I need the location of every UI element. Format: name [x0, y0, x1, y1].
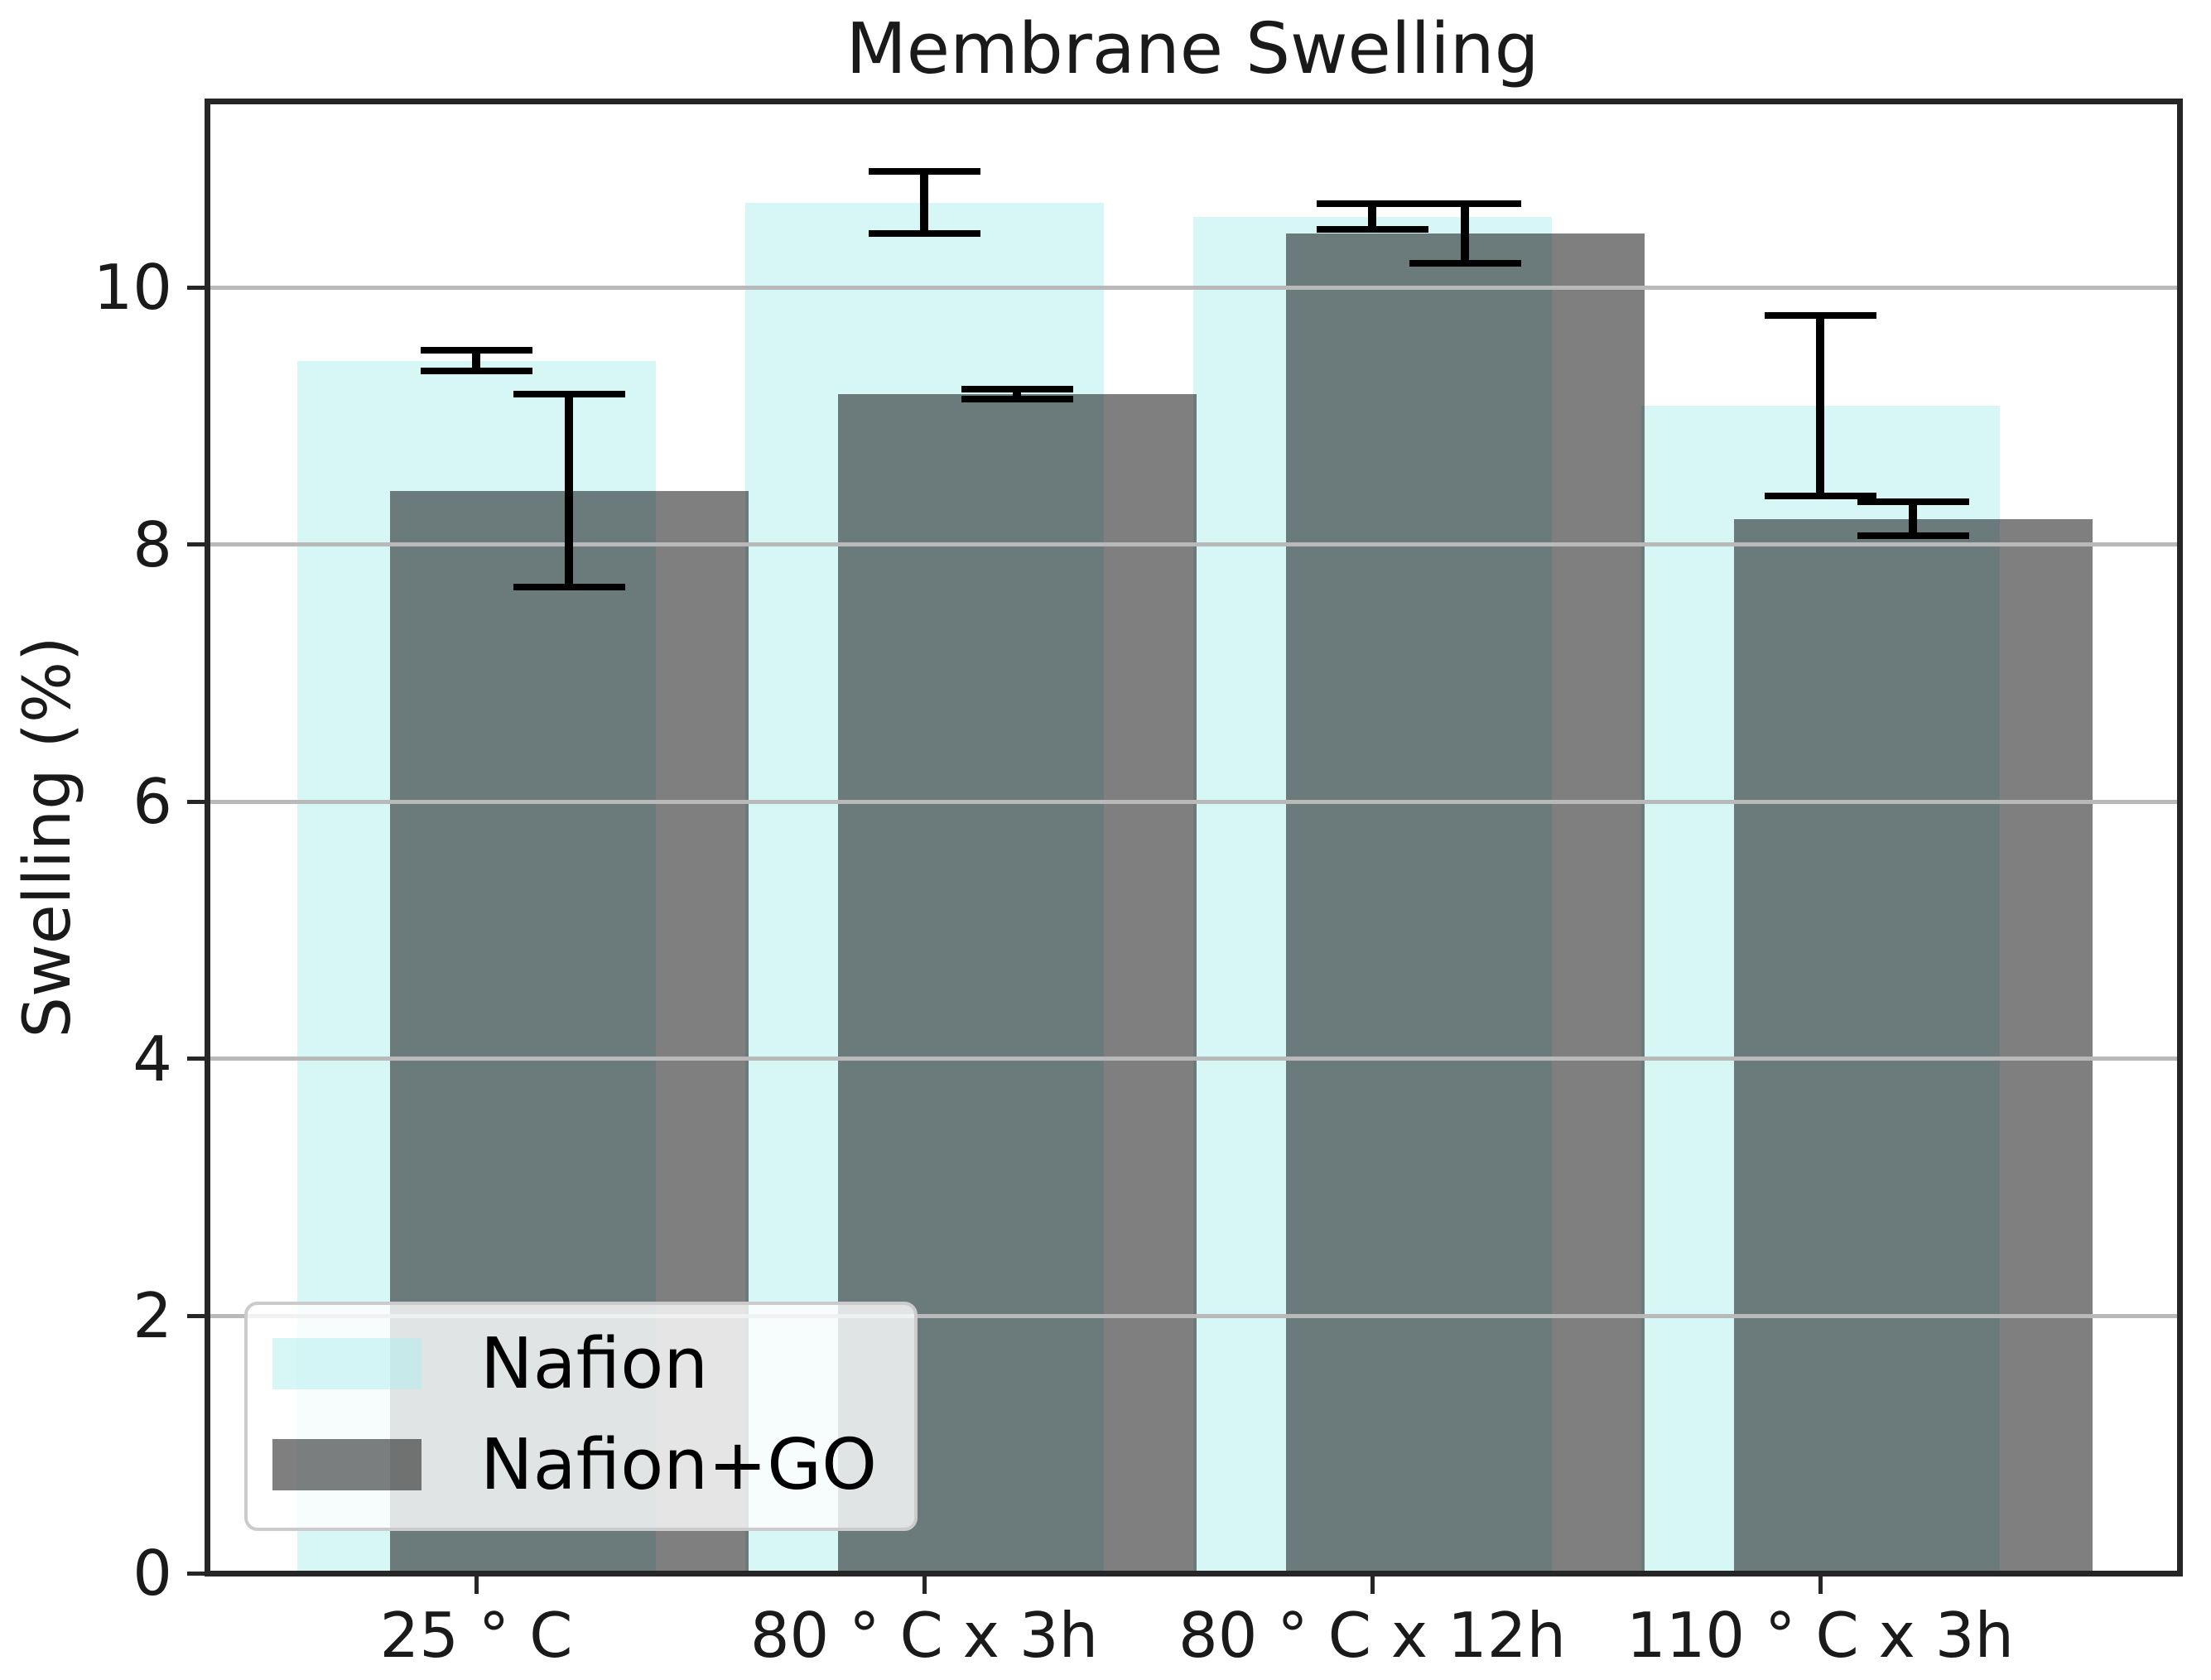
error-cap-0-0-low [420, 368, 532, 375]
gridline-y-6 [207, 799, 2180, 804]
x-tick-mark-1 [922, 1577, 927, 1594]
error-bar-1-0 [565, 394, 573, 587]
x-tick-label-0: 25 ° C [379, 1599, 573, 1672]
x-tick-label-2: 80 ° C x 12h [1178, 1599, 1567, 1672]
y-tick-mark-4 [187, 1057, 205, 1061]
error-bar-1-2 [1461, 204, 1469, 263]
x-tick-label-3: 110 ° C x 3h [1626, 1599, 2015, 1672]
error-cap-1-0-low [513, 583, 625, 590]
x-tick-label-1: 80 ° C x 3h [749, 1599, 1099, 1672]
y-tick-label-8: 8 [132, 508, 172, 581]
error-bar-0-0 [472, 350, 480, 372]
error-cap-0-2-low [1316, 226, 1428, 233]
y-tick-mark-8 [187, 542, 205, 547]
error-bar-1-3 [1909, 502, 1917, 536]
error-cap-1-1-high [961, 385, 1073, 392]
legend: Nafion Nafion+GO [244, 1302, 918, 1531]
legend-label-nafion-go: Nafion+GO [480, 1424, 878, 1506]
error-cap-0-1-high [868, 168, 980, 176]
legend-label-nafion: Nafion [480, 1323, 709, 1405]
chart-title: Membrane Swelling [845, 8, 1539, 90]
error-cap-0-3-low [1764, 492, 1876, 499]
legend-swatch-nafion-go [272, 1439, 421, 1490]
error-cap-1-1-low [961, 396, 1073, 403]
error-bar-1-1 [1013, 388, 1021, 400]
y-tick-label-0: 0 [132, 1537, 172, 1610]
gridline-y-10 [207, 285, 2180, 290]
legend-swatch-nafion [272, 1338, 421, 1389]
error-cap-0-0-high [420, 347, 532, 354]
error-cap-1-2-high [1409, 200, 1521, 208]
error-bar-0-2 [1368, 204, 1376, 230]
error-cap-0-3-high [1764, 312, 1876, 320]
error-cap-1-3-high [1857, 498, 1969, 506]
y-tick-mark-6 [187, 799, 205, 804]
y-tick-mark-0 [187, 1571, 205, 1576]
error-bar-0-3 [1816, 315, 1824, 496]
y-tick-label-6: 6 [132, 765, 172, 839]
gridline-y-4 [207, 1057, 2180, 1061]
bar-nafion-go-3 [1733, 518, 2093, 1573]
y-tick-label-2: 2 [132, 1279, 172, 1353]
error-cap-1-3-low [1857, 532, 1969, 539]
error-cap-1-2-low [1409, 259, 1521, 267]
x-tick-mark-3 [1818, 1577, 1823, 1594]
bar-nafion-go-2 [1285, 233, 1645, 1573]
gridline-y-2 [207, 1313, 2180, 1318]
y-tick-label-4: 4 [132, 1022, 172, 1095]
error-cap-0-2-high [1316, 200, 1428, 208]
x-tick-mark-0 [474, 1577, 479, 1594]
x-tick-mark-2 [1370, 1577, 1375, 1594]
y-tick-label-10: 10 [93, 251, 172, 325]
error-cap-0-1-low [868, 229, 980, 237]
error-cap-1-0-high [513, 391, 625, 398]
y-tick-mark-10 [187, 285, 205, 290]
error-bar-0-1 [920, 171, 928, 233]
gridline-y-8 [207, 542, 2180, 547]
y-tick-mark-2 [187, 1313, 205, 1318]
